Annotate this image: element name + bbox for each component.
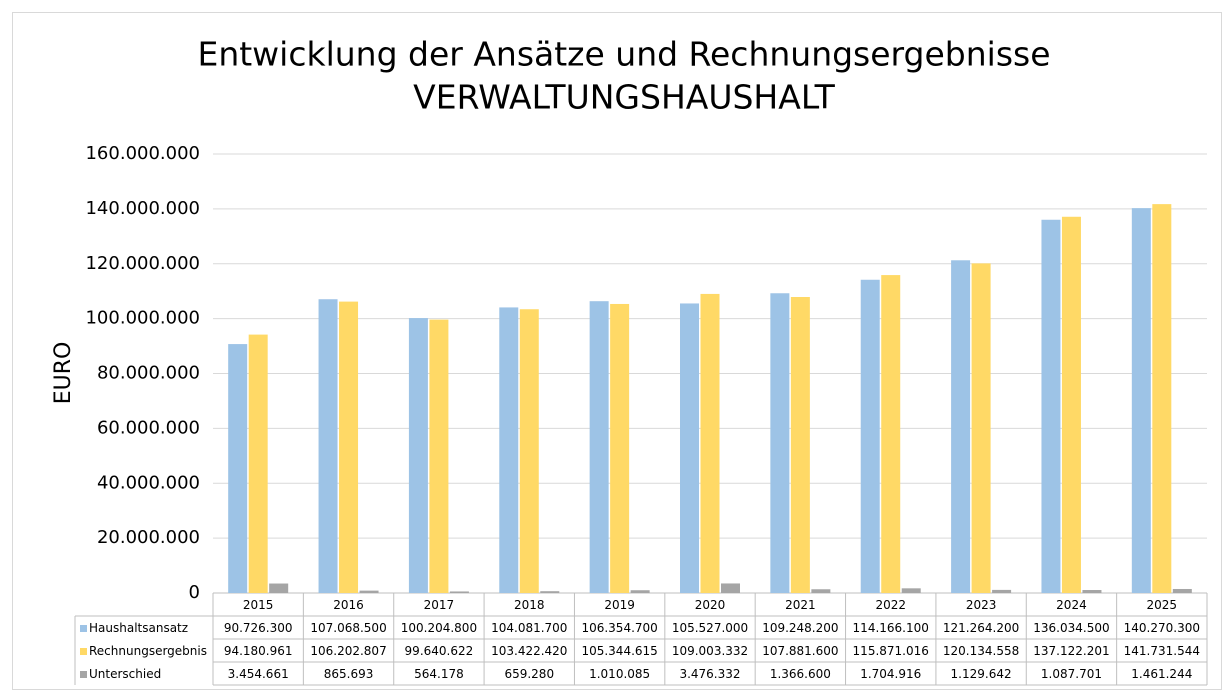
x-tick-label: 2017 (424, 598, 455, 612)
table-value: 104.081.700 (491, 621, 567, 635)
bar (700, 293, 720, 593)
bar (881, 275, 901, 593)
table-value: 1.087.701 (1041, 667, 1102, 681)
table-value: 121.264.200 (943, 621, 1019, 635)
table-value: 137.122.201 (1033, 644, 1109, 658)
bar (1152, 204, 1172, 593)
x-tick-label: 2023 (966, 598, 997, 612)
table-value: 659.280 (504, 667, 554, 681)
bar (770, 293, 790, 593)
table-value: 94.180.961 (224, 644, 293, 658)
y-tick-label: 160.000.000 (85, 143, 200, 164)
table-value: 109.248.200 (762, 621, 838, 635)
bar (951, 260, 971, 593)
bar (1131, 208, 1151, 593)
table-value: 564.178 (414, 667, 464, 681)
y-tick-label: 60.000.000 (97, 417, 200, 438)
table-value: 107.881.600 (762, 644, 838, 658)
bar (901, 588, 921, 593)
table-value: 109.003.332 (672, 644, 748, 658)
legend-swatch (80, 625, 87, 632)
bar (680, 303, 699, 593)
x-tick-label: 2025 (1147, 598, 1178, 612)
bar (499, 307, 519, 593)
y-axis-label: EURO (51, 342, 76, 405)
bar (610, 303, 630, 593)
table-value: 115.871.016 (853, 644, 929, 658)
bar (519, 309, 539, 593)
bar (248, 334, 268, 593)
table-value: 100.204.800 (401, 621, 477, 635)
table-value: 105.344.615 (581, 644, 657, 658)
legend-label: Haushaltsansatz (89, 621, 188, 635)
bar (228, 344, 248, 593)
table-value: 1.129.642 (951, 667, 1012, 681)
x-tick-label: 2020 (695, 598, 726, 612)
table-value: 99.640.622 (405, 644, 474, 658)
x-tick-label: 2022 (875, 598, 906, 612)
bar (992, 589, 1012, 593)
table-value: 865.693 (324, 667, 374, 681)
x-tick-label: 2024 (1056, 598, 1087, 612)
table-value: 1.461.244 (1131, 667, 1192, 681)
x-tick-label: 2021 (785, 598, 816, 612)
bar (318, 299, 338, 593)
table-value: 120.134.558 (943, 644, 1019, 658)
table-value: 90.726.300 (224, 621, 293, 635)
bar (540, 591, 560, 593)
table-value: 114.166.100 (853, 621, 929, 635)
bar (630, 590, 650, 593)
table-value: 140.270.300 (1124, 621, 1200, 635)
y-tick-label: 100.000.000 (85, 308, 200, 329)
bar (589, 301, 609, 593)
x-tick-label: 2015 (243, 598, 274, 612)
table-value: 1.704.916 (860, 667, 921, 681)
chart-subtitle: VERWALTUNGSHAUSHALT (413, 78, 835, 117)
table-value: 107.068.500 (310, 621, 386, 635)
y-tick-label: 80.000.000 (97, 363, 200, 384)
x-tick-label: 2016 (333, 598, 364, 612)
table-value: 3.476.332 (679, 667, 740, 681)
x-tick-label: 2019 (604, 598, 635, 612)
table-value: 1.366.600 (770, 667, 831, 681)
x-tick-label: 2018 (514, 598, 545, 612)
table-value: 141.731.544 (1124, 644, 1200, 658)
bar (811, 589, 831, 593)
bar (408, 318, 428, 593)
bar (449, 591, 469, 593)
bar (359, 590, 379, 593)
y-tick-label: 120.000.000 (85, 253, 200, 274)
bar (1082, 590, 1102, 593)
table-value: 106.202.807 (310, 644, 386, 658)
bar (429, 319, 449, 593)
y-tick-label: 140.000.000 (85, 198, 200, 219)
legend-swatch (80, 648, 87, 655)
y-tick-label: 40.000.000 (97, 472, 200, 493)
table-value: 106.354.700 (581, 621, 657, 635)
bar (339, 301, 359, 593)
chart-title: Entwicklung der Ansätze und Rechnungserg… (197, 35, 1050, 74)
legend-swatch (80, 671, 87, 678)
bar (860, 279, 880, 593)
bar (1172, 588, 1192, 593)
table-value: 3.454.661 (228, 667, 289, 681)
bar (1041, 219, 1061, 593)
y-tick-label: 0 (189, 582, 200, 603)
bar (269, 583, 289, 593)
y-tick-label: 20.000.000 (97, 527, 200, 548)
bar (790, 296, 810, 593)
legend-label: Rechnungsergebnis (89, 644, 207, 658)
bar (1061, 216, 1081, 593)
legend-label: Unterschied (89, 667, 161, 681)
bar (971, 263, 991, 593)
bar (721, 583, 740, 593)
table-value: 1.010.085 (589, 667, 650, 681)
table-value: 136.034.500 (1033, 621, 1109, 635)
table-value: 105.527.000 (672, 621, 748, 635)
table-value: 103.422.420 (491, 644, 567, 658)
